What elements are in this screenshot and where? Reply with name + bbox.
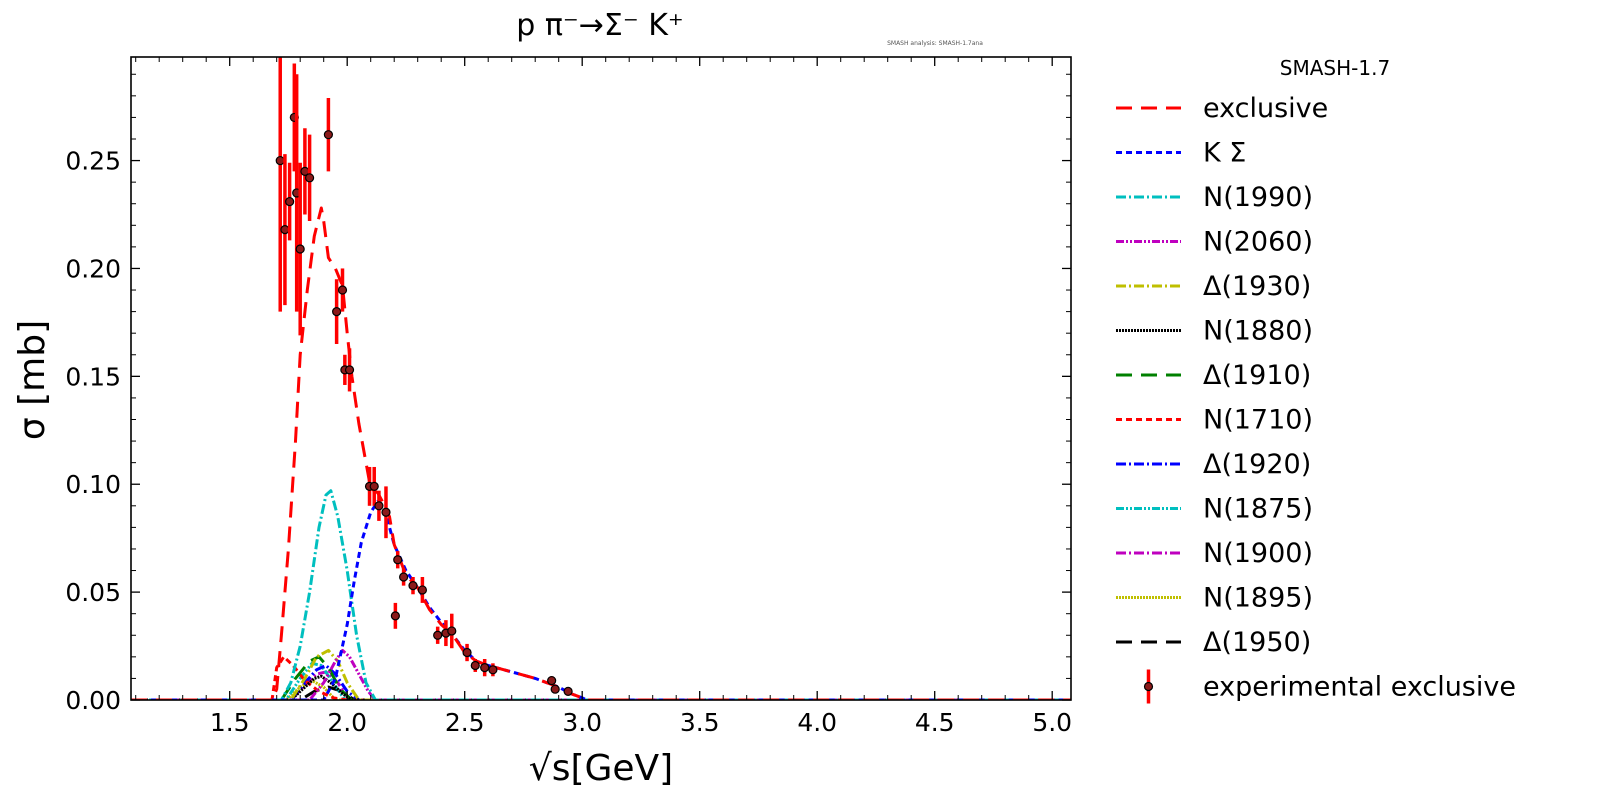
x-tick-label: 2.0 [327,708,367,737]
data-point [462,647,472,658]
data-point [275,155,285,166]
y-axis-label: σ [mb] [12,320,53,440]
chart-title: p π⁻→Σ⁻ K⁺ [516,8,683,43]
series-line-1950 [131,685,1071,700]
x-tick-label: 3.5 [680,708,720,737]
legend-label-n-1900: N(1900) [1203,538,1313,569]
legend-label-n-1895: N(1895) [1203,583,1313,614]
x-axis-label-unit: [GeV] [570,748,673,789]
data-point [285,196,295,207]
x-axis-label-sqrt: √s [529,748,571,789]
data-point [374,501,384,511]
legend-label-n-1875: N(1875) [1203,494,1313,525]
series-line-n-1895 [131,679,1071,700]
data-point [323,130,333,140]
y-tick-label: 0.15 [65,362,121,391]
legend-swatch-experimental-point [1143,681,1154,692]
x-tick-label: 5.0 [1032,708,1072,737]
data-point [332,307,342,317]
legend-title: SMASH-1.7 [1280,56,1390,80]
data-point [563,686,573,696]
x-axis-label: √s[GeV] [529,748,673,789]
watermark: SMASH analysis: SMASH-1.7ana [887,40,983,47]
legend-label-n-2060: N(2060) [1203,227,1313,258]
series-line-n-1880 [131,674,1071,700]
legend-label-n-1880: N(1880) [1203,316,1313,347]
y-tick-label: 0.05 [65,578,121,607]
data-point [488,665,498,675]
series-line-n-1990 [131,489,1071,700]
data-point [381,507,391,517]
legend-label-1920: Δ(1920) [1203,449,1311,480]
data-point [393,555,403,565]
data-point [470,660,480,671]
legend-label-k: K Σ [1203,138,1246,169]
x-tick-label: 3.0 [562,708,602,737]
y-tick-label: 0.20 [65,254,121,283]
series-line-1930 [131,648,1071,700]
x-tick-label: 2.5 [445,708,485,737]
axis-ticks: 1.5 2.0 2.5 3.0 3.5 4.0 4.5 5.0 0.00 0.05 0.10 0.15… [65,57,1072,737]
legend-label-n-1990: N(1990) [1203,182,1313,213]
legend-label-1910: Δ(1910) [1203,360,1311,391]
legend-label-experimental-exclusive: experimental exclusive [1203,672,1516,703]
legend-label-1950: Δ(1950) [1203,627,1311,658]
series-line-n-1875 [131,661,1071,700]
data-point [280,225,290,235]
data-point [305,173,315,183]
x-tick-label: 4.5 [915,708,955,737]
legend-label-1930: Δ(1930) [1203,271,1311,302]
x-tick-label: 4.0 [797,708,837,737]
data-point [408,581,418,591]
data-point [447,626,457,636]
legend: SMASH-1.7 exclusive K Σ N(1990) N(2060) Δ(19… [1116,56,1516,704]
data-point [295,244,305,254]
data-point [390,611,400,621]
series-layer [131,206,1071,700]
data-point [547,675,557,686]
data-point [417,585,427,595]
x-tick-label: 1.5 [210,708,250,737]
y-tick-label: 0.00 [65,686,121,715]
y-tick-label: 0.10 [65,470,121,499]
data-point [480,663,490,673]
legend-label-exclusive: exclusive [1203,93,1328,124]
legend-label-n-1710: N(1710) [1203,405,1313,436]
experimental-points [275,57,573,696]
data-point [337,285,348,295]
data-point [344,365,355,375]
y-tick-label: 0.25 [65,147,121,176]
data-point [369,481,379,491]
data-point [433,630,443,640]
data-point [399,572,409,582]
plot-area [130,56,1072,701]
data-point [550,684,560,694]
plot-frame [130,56,1072,701]
